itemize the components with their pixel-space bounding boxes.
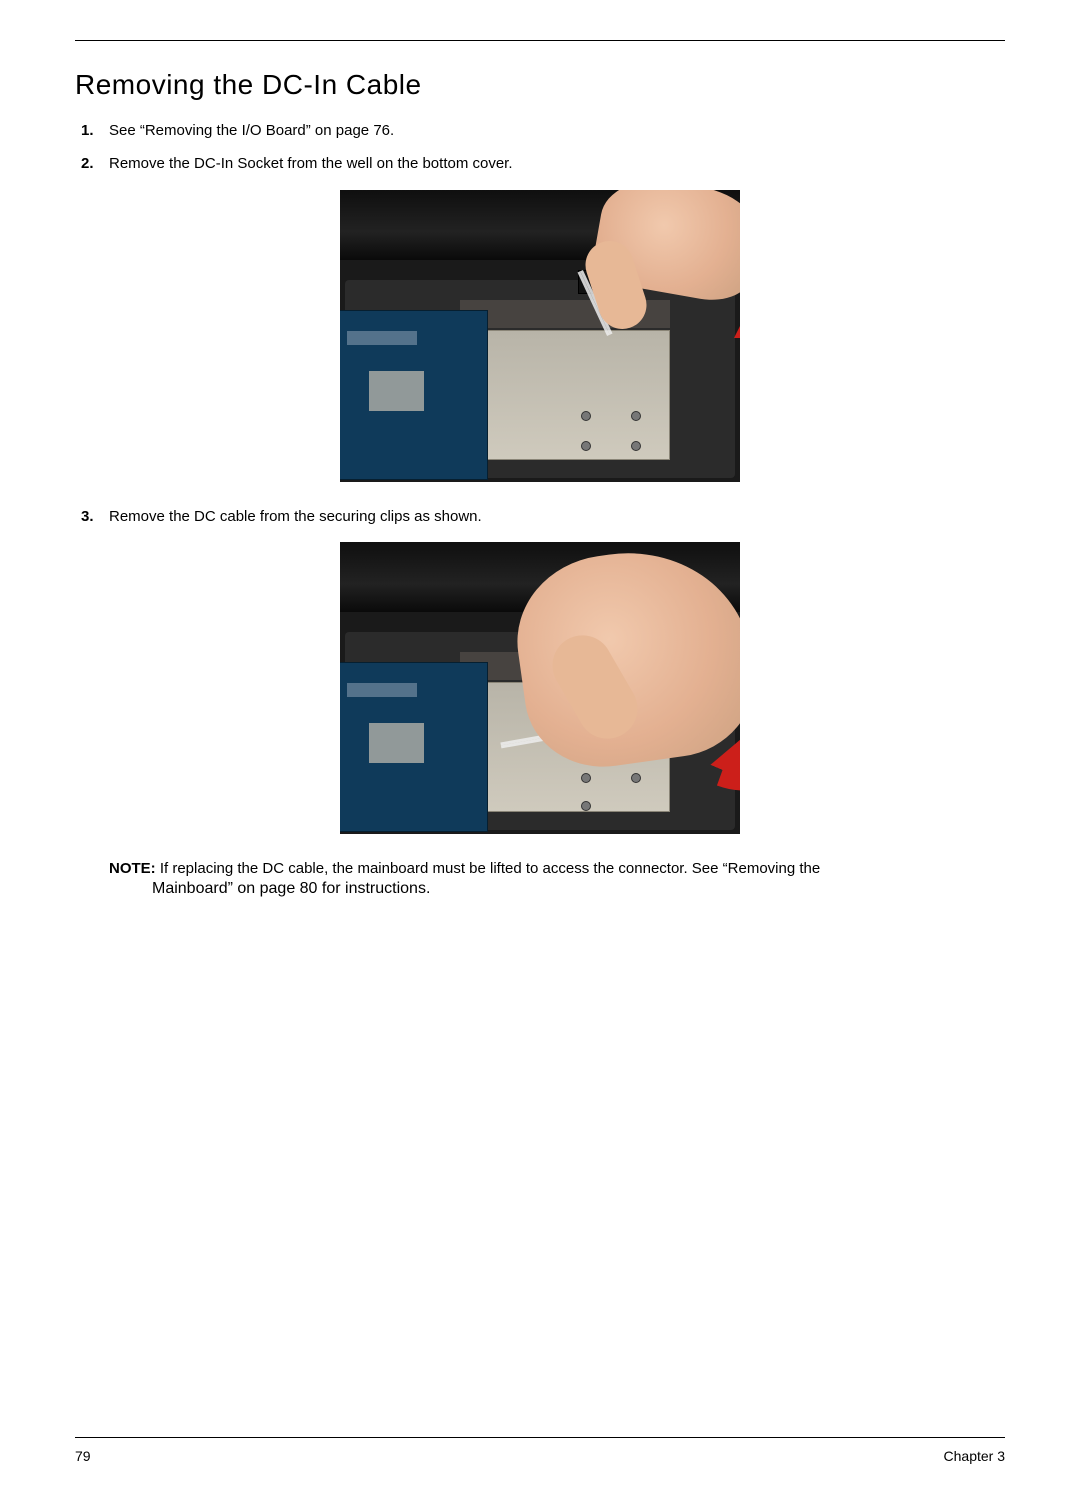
- note-block: NOTE: If replacing the DC cable, the mai…: [75, 857, 1005, 880]
- figure-container: [75, 190, 1005, 487]
- step-list-cont: 3. Remove the DC cable from the securing…: [75, 505, 1005, 528]
- metal-plate: [460, 330, 670, 460]
- screw-icon: [581, 773, 591, 783]
- step-list: 1. See “Removing the I/O Board” on page …: [75, 119, 1005, 176]
- screw-icon: [631, 441, 641, 451]
- note-text-line2: Mainboard” on page 80 for instructions.: [152, 880, 430, 897]
- note-label: NOTE:: [109, 860, 156, 877]
- chapter-label: Chapter 3: [944, 1448, 1005, 1464]
- figure-step2: [340, 190, 740, 482]
- document-page: Removing the DC-In Cable 1. See “Removin…: [0, 0, 1080, 1512]
- step-text: Remove the DC cable from the securing cl…: [109, 508, 482, 525]
- mainboard-pcb: [340, 310, 488, 480]
- step-number: 2.: [81, 152, 94, 175]
- step-item: 3. Remove the DC cable from the securing…: [109, 505, 1005, 528]
- header-rule: [75, 40, 1005, 41]
- step-text: Remove the DC-In Socket from the well on…: [109, 155, 513, 172]
- step-number: 1.: [81, 119, 94, 142]
- mainboard-pcb: [340, 662, 488, 832]
- screw-icon: [631, 773, 641, 783]
- note-text-cont: Mainboard” on page 80 for instructions.: [75, 880, 1005, 898]
- footer-row: 79 Chapter 3: [75, 1448, 1005, 1464]
- note-text: If replacing the DC cable, the mainboard…: [156, 860, 821, 877]
- step-number: 3.: [81, 505, 94, 528]
- section-title: Removing the DC-In Cable: [75, 69, 1005, 101]
- figure-step3: [340, 542, 740, 834]
- screw-icon: [581, 411, 591, 421]
- screw-icon: [631, 411, 641, 421]
- footer-rule: [75, 1437, 1005, 1438]
- step-item: 2. Remove the DC-In Socket from the well…: [109, 152, 1005, 175]
- step-item: 1. See “Removing the I/O Board” on page …: [109, 119, 1005, 142]
- screw-icon: [581, 441, 591, 451]
- screw-icon: [581, 801, 591, 811]
- step-text: See “Removing the I/O Board” on page 76.: [109, 122, 394, 139]
- figure-container: [75, 542, 1005, 839]
- page-footer: 79 Chapter 3: [75, 1437, 1005, 1464]
- page-number: 79: [75, 1448, 91, 1464]
